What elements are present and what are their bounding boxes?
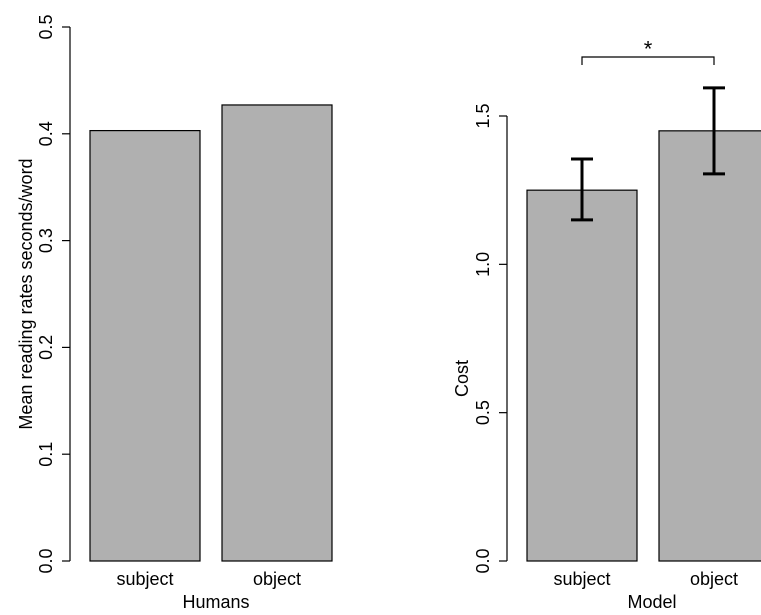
significance-label: * — [644, 37, 653, 62]
y-tick-label: 0.2 — [36, 335, 56, 360]
y-tick-label: 0.1 — [36, 442, 56, 467]
y-tick-label: 0.0 — [36, 548, 56, 573]
x-category-label: subject — [553, 569, 610, 589]
y-tick-label: 0.0 — [473, 548, 493, 573]
bar-object — [221, 104, 333, 562]
humans-panel: 0.0 0.1 0.2 0.3 0.4 0.5 Mean reading rates sec… — [16, 14, 333, 612]
y-tick-label: 0.4 — [36, 121, 56, 146]
y-tick-label: 0.5 — [36, 14, 56, 39]
bar-subject — [526, 189, 638, 562]
y-tick-label: 0.3 — [36, 228, 56, 253]
model-panel: 0.0 0.5 1.0 1.5 Cost subject object * Model — [452, 37, 761, 612]
y-axis-title: Cost — [452, 360, 472, 397]
significance-bracket — [581, 56, 715, 65]
y-tick-label: 1.0 — [473, 252, 493, 277]
x-axis-title: Humans — [182, 592, 249, 612]
x-category-label: object — [253, 569, 301, 589]
y-tick-label: 1.5 — [473, 103, 493, 128]
x-category-label: subject — [116, 569, 173, 589]
y-tick-label: 0.5 — [473, 400, 493, 425]
bar-object — [658, 130, 761, 562]
x-category-label: object — [690, 569, 738, 589]
x-axis-title: Model — [627, 592, 676, 612]
bar-subject — [89, 129, 201, 562]
y-axis-title: Mean reading rates seconds/word — [16, 158, 36, 429]
